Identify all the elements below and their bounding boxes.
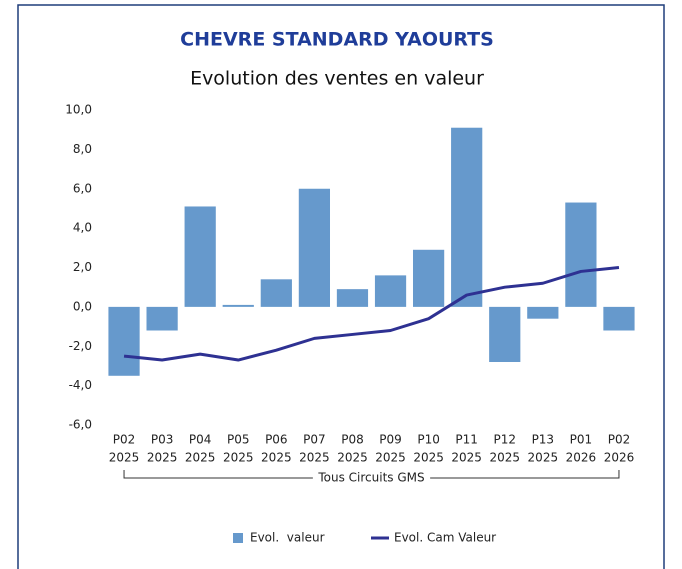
y-tick-label: -2,0 xyxy=(69,339,92,353)
bar xyxy=(298,188,331,307)
chart-title: CHEVRE STANDARD YAOURTS xyxy=(180,29,494,51)
bar xyxy=(412,249,445,307)
x-tick-label: 2025 xyxy=(337,451,368,465)
x-tick-label: P12 xyxy=(493,433,516,447)
x-tick-label: 2025 xyxy=(261,451,292,465)
bar xyxy=(184,206,216,307)
bar xyxy=(108,306,140,376)
y-tick-label: -4,0 xyxy=(69,378,92,392)
x-tick-label: P08 xyxy=(341,433,364,447)
bar xyxy=(222,304,254,307)
frame xyxy=(17,4,665,569)
legend-swatch xyxy=(233,533,243,543)
x-tick-label: P09 xyxy=(379,433,402,447)
y-tick-label: 10,0 xyxy=(65,103,92,117)
legend-label: Evol. Cam Valeur xyxy=(394,531,496,545)
x-tick-label: 2026 xyxy=(566,451,597,465)
bar xyxy=(374,275,407,307)
x-tick-label: 2025 xyxy=(413,451,444,465)
x-tick-label: P01 xyxy=(570,433,593,447)
bar xyxy=(489,306,521,362)
bar xyxy=(451,127,483,307)
y-tick-label: 0,0 xyxy=(73,299,92,313)
x-tick-label: P07 xyxy=(303,433,326,447)
x-tick-label: 2025 xyxy=(375,451,406,465)
y-tick-label: 2,0 xyxy=(73,260,92,274)
x-tick-label: P13 xyxy=(532,433,555,447)
x-tick-label: 2026 xyxy=(604,451,635,465)
y-tick-label: 4,0 xyxy=(73,221,92,235)
x-tick-label: P05 xyxy=(227,433,250,447)
x-tick-label: P10 xyxy=(417,433,440,447)
bar xyxy=(260,279,292,307)
bar xyxy=(565,202,597,307)
x-tick-label: 2025 xyxy=(147,451,178,465)
group-bracket xyxy=(123,470,313,479)
bar xyxy=(527,306,559,319)
x-tick-label: P02 xyxy=(608,433,631,447)
x-tick-label: 2025 xyxy=(528,451,559,465)
x-tick-label: P03 xyxy=(151,433,174,447)
y-tick-label: 6,0 xyxy=(73,181,92,195)
bar xyxy=(336,289,369,307)
x-tick-label: 2025 xyxy=(185,451,216,465)
y-tick-label: 8,0 xyxy=(73,142,92,156)
x-tick-label: 2025 xyxy=(489,451,520,465)
x-tick-label: P02 xyxy=(113,433,136,447)
legend-label: Evol. valeur xyxy=(250,531,325,545)
x-tick-label: 2025 xyxy=(109,451,140,465)
group-bracket xyxy=(430,470,620,479)
x-tick-label: P11 xyxy=(455,433,478,447)
x-tick-label: 2025 xyxy=(451,451,482,465)
category-group-label: Tous Circuits GMS xyxy=(317,471,424,485)
bar xyxy=(603,306,635,331)
x-tick-label: 2025 xyxy=(223,451,254,465)
x-tick-label: P06 xyxy=(265,433,288,447)
x-tick-label: 2025 xyxy=(299,451,330,465)
line xyxy=(123,266,620,362)
x-tick-label: P04 xyxy=(189,433,212,447)
bar xyxy=(146,306,178,331)
y-tick-label: -6,0 xyxy=(69,418,92,432)
chart-subtitle: Evolution des ventes en valeur xyxy=(190,68,484,90)
